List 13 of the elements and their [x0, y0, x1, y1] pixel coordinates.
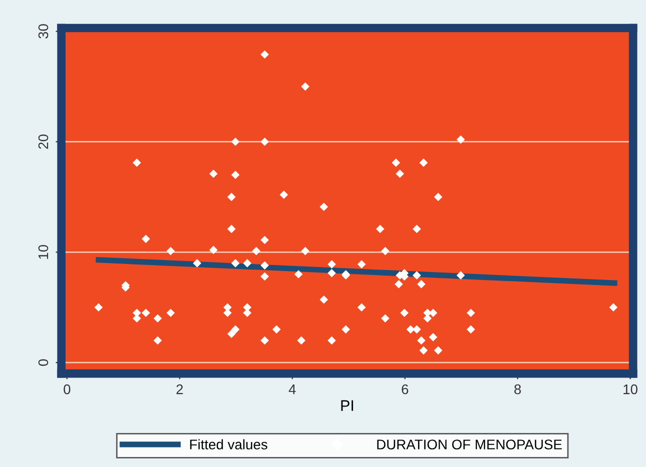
y-tick-label: 30 [38, 24, 48, 39]
y-tick-label: 10 [38, 244, 48, 259]
x-tick-label: 8 [514, 384, 521, 394]
x-tick-label: 10 [624, 384, 638, 394]
y-tick-label: 20 [38, 134, 48, 149]
x-tick-label: 6 [402, 384, 408, 394]
x-tick-label: 0 [64, 384, 70, 394]
legend-label: Fitted values [190, 439, 268, 450]
text: DURATION OF MENOPAUSE [377, 440, 562, 450]
x-axis-title: PI [341, 400, 354, 411]
x-tick-label: 4 [288, 384, 296, 394]
x-tick-label: 2 [176, 384, 183, 394]
y-tick-label: 0 [38, 359, 48, 366]
